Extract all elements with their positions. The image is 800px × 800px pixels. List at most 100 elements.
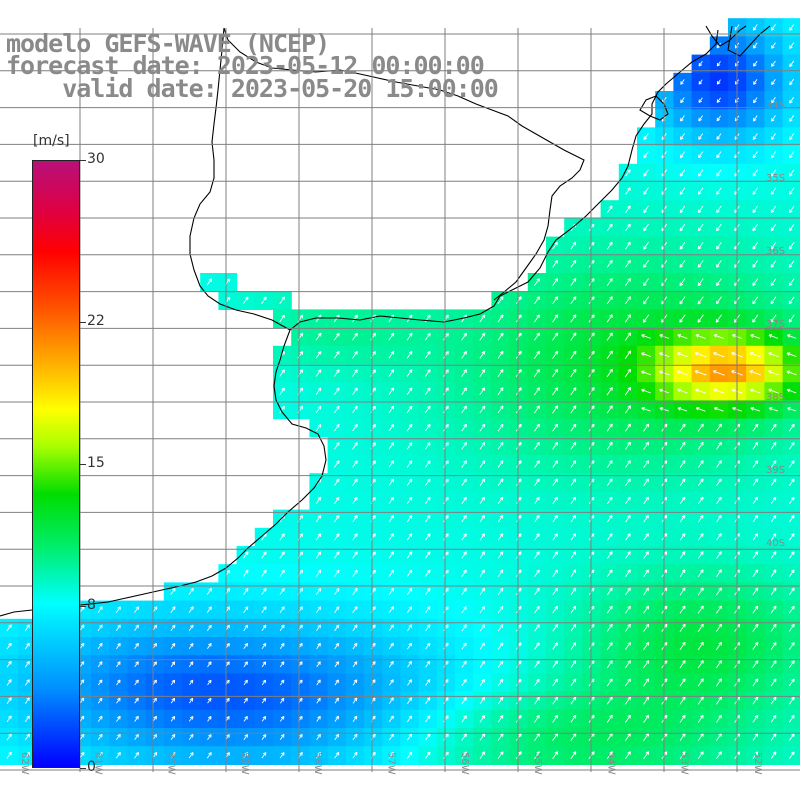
wind-arrow — [479, 533, 486, 541]
wind-arrow — [716, 61, 721, 67]
wind-arrow — [697, 441, 704, 450]
wind-arrow — [388, 587, 394, 595]
wind-arrow — [497, 387, 504, 396]
wind-arrow — [479, 423, 486, 432]
wind-arrow — [497, 496, 504, 505]
wind-arrow — [352, 405, 358, 414]
wind-arrow — [752, 169, 758, 177]
wind-arrow — [786, 334, 797, 339]
wind-arrow — [570, 278, 577, 286]
wind-arrow — [552, 278, 559, 286]
wind-arrow — [715, 423, 722, 432]
colorbar-tick-label: 22 — [87, 313, 105, 330]
wind-arrow — [516, 605, 522, 614]
wind-arrow — [461, 460, 467, 468]
wind-arrow — [315, 496, 322, 505]
wind-arrow — [243, 587, 249, 595]
wind-arrow — [625, 187, 631, 195]
latitude-label: 40S — [766, 538, 785, 549]
wind-arrow — [679, 296, 686, 305]
wind-arrow — [716, 551, 722, 559]
wind-arrow — [752, 551, 759, 559]
wind-arrow — [768, 388, 779, 394]
wind-arrow — [461, 496, 467, 505]
wind-arrow — [770, 460, 777, 468]
wind-arrow — [425, 587, 431, 595]
wind-arrow — [606, 332, 613, 341]
wind-arrow — [279, 387, 285, 395]
wind-arrow — [388, 514, 395, 523]
wind-arrow — [752, 441, 759, 450]
wind-arrow — [534, 441, 540, 450]
wind-arrow — [425, 514, 431, 523]
wind-arrow — [643, 278, 649, 287]
wind-arrow — [643, 441, 650, 450]
wind-arrow — [698, 97, 703, 103]
wind-arrow — [716, 223, 722, 232]
wind-arrow — [716, 260, 722, 268]
wind-arrow — [788, 242, 795, 250]
wind-arrow — [643, 151, 649, 159]
wind-arrow — [788, 187, 795, 195]
wind-arrow — [534, 314, 540, 323]
wind-arrow — [425, 496, 431, 505]
wind-arrow — [643, 423, 650, 432]
wind-arrow — [461, 369, 468, 377]
wind-arrow — [625, 241, 631, 250]
wind-arrow — [479, 442, 486, 450]
wind-arrow — [697, 187, 704, 195]
wind-arrow — [770, 260, 777, 268]
wind-arrow — [315, 587, 322, 595]
wind-arrow — [789, 551, 795, 559]
wind-arrow — [443, 350, 449, 359]
wind-arrow — [716, 514, 722, 523]
wind-arrow — [570, 405, 577, 414]
wind-arrow — [534, 551, 540, 559]
wind-arrow — [716, 97, 721, 103]
wind-arrow — [406, 533, 413, 541]
wind-arrow — [388, 387, 395, 395]
wind-arrow — [334, 515, 340, 523]
wind-arrow — [315, 351, 322, 359]
wind-arrow — [552, 259, 558, 268]
wind-arrows — [6, 23, 797, 760]
latitude-label: 38S — [766, 392, 785, 403]
wind-arrow — [461, 478, 467, 486]
wind-arrow — [715, 278, 722, 287]
wind-arrow — [552, 296, 559, 305]
wind-arrow — [497, 587, 504, 596]
wind-arrow — [788, 478, 795, 486]
longitude-label: 52W — [752, 752, 763, 775]
wind-arrow — [697, 478, 704, 486]
longitude-label: 57W — [386, 752, 397, 775]
wind-arrow — [698, 61, 703, 67]
wind-arrow — [677, 406, 688, 412]
wind-arrow — [279, 569, 285, 577]
wind-arrow — [388, 423, 395, 432]
wind-arrow — [698, 79, 703, 85]
wind-arrow — [461, 533, 467, 541]
wind-arrow — [315, 387, 322, 395]
wind-arrow — [334, 606, 340, 614]
wind-arrow — [680, 79, 685, 85]
wind-arrow — [752, 314, 759, 323]
wind-arrow — [534, 423, 540, 432]
wind-arrow — [533, 332, 540, 341]
wind-arrow — [770, 24, 776, 31]
wind-arrow — [788, 205, 795, 214]
wind-arrow — [533, 350, 540, 359]
wind-arrow — [679, 260, 686, 268]
wind-arrow — [749, 388, 761, 394]
wind-arrow — [443, 405, 449, 414]
wind-arrow — [334, 423, 340, 432]
wind-arrow — [515, 405, 522, 414]
wind-arrow — [534, 296, 540, 305]
wind-arrow — [606, 223, 613, 232]
wind-arrow — [461, 350, 468, 359]
longitude-label: 62W — [19, 752, 30, 775]
valid-date: valid date: 2023-05-20 15:00:00 — [6, 74, 499, 103]
wind-arrow — [425, 478, 431, 486]
wind-arrow — [515, 350, 522, 359]
wind-arrow — [261, 587, 267, 595]
wind-arrow — [753, 97, 758, 104]
